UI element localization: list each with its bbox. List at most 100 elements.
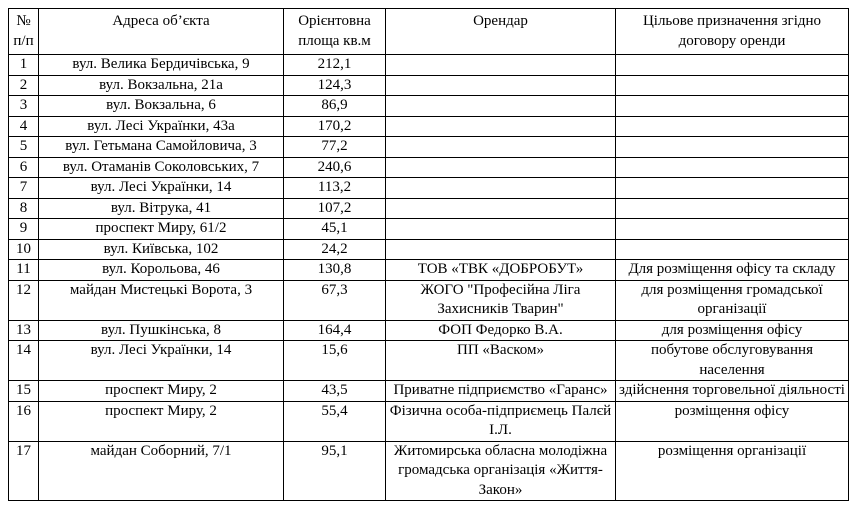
cell-purpose — [615, 238, 849, 260]
cell-purpose — [615, 115, 849, 137]
cell-area: 212,1 — [283, 54, 386, 76]
cell-purpose: для розміщення громадської організації — [615, 279, 849, 321]
cell-purpose — [615, 177, 849, 199]
table-row: 9 проспект Миру, 61/2 45,1 — [8, 218, 849, 240]
table-row: 13 вул. Пушкінська, 8 164,4 ФОП Федорко … — [8, 319, 849, 341]
cell-address: вул. Отаманів Соколовських, 7 — [38, 156, 284, 178]
cell-num: 1 — [8, 54, 39, 76]
cell-area: 164,4 — [283, 319, 386, 341]
cell-purpose — [615, 136, 849, 158]
col-header-tenant: Орендар — [385, 8, 616, 55]
table-row: 3 вул. Вокзальна, 6 86,9 — [8, 95, 849, 117]
cell-area: 86,9 — [283, 95, 386, 117]
table-row: 1 вул. Велика Бердичівська, 9 212,1 — [8, 54, 849, 76]
cell-address: вул. Лесі Українки, 14 — [38, 177, 284, 199]
cell-tenant — [385, 74, 616, 96]
cell-area: 43,5 — [283, 380, 386, 402]
cell-tenant: ТОВ «ТВК «ДОБРОБУТ» — [385, 259, 616, 281]
cell-area: 67,3 — [283, 279, 386, 321]
table-row: 14 вул. Лесі Українки, 14 15,6 ПП «Васко… — [8, 340, 849, 381]
cell-num: 15 — [8, 380, 39, 402]
cell-purpose — [615, 54, 849, 76]
cell-num: 7 — [8, 177, 39, 199]
table-row: 17 майдан Соборний, 7/1 95,1 Житомирська… — [8, 440, 849, 501]
table-row: 2 вул. Вокзальна, 21а 124,3 — [8, 74, 849, 96]
cell-address: вул. Велика Бердичівська, 9 — [38, 54, 284, 76]
cell-tenant — [385, 177, 616, 199]
cell-address: вул. Гетьмана Самойловича, 3 — [38, 136, 284, 158]
cell-area: 95,1 — [283, 440, 386, 501]
cell-purpose — [615, 197, 849, 219]
cell-tenant — [385, 115, 616, 137]
cell-tenant: Фізична особа-підприємець Палєй І.Л. — [385, 400, 616, 442]
table-header: № п/п Адреса об’єкта Орієнтовна площа кв… — [8, 8, 849, 55]
cell-num: 13 — [8, 319, 39, 341]
cell-num: 14 — [8, 340, 39, 381]
cell-num: 10 — [8, 238, 39, 260]
cell-purpose — [615, 218, 849, 240]
cell-address: майдан Мистецькі Ворота, 3 — [38, 279, 284, 321]
cell-tenant — [385, 218, 616, 240]
cell-address: вул. Вокзальна, 21а — [38, 74, 284, 96]
cell-area: 77,2 — [283, 136, 386, 158]
cell-area: 170,2 — [283, 115, 386, 137]
cell-address: вул. Вокзальна, 6 — [38, 95, 284, 117]
cell-tenant — [385, 156, 616, 178]
table-row: 11 вул. Корольова, 46 130,8 ТОВ «ТВК «ДО… — [8, 259, 849, 281]
cell-area: 107,2 — [283, 197, 386, 219]
table-row: 10 вул. Київська, 102 24,2 — [8, 238, 849, 260]
col-header-purpose: Цільове призначення згідно договору орен… — [615, 8, 849, 55]
cell-area: 113,2 — [283, 177, 386, 199]
cell-tenant: ФОП Федорко В.А. — [385, 319, 616, 341]
cell-address: вул. Корольова, 46 — [38, 259, 284, 281]
cell-tenant: ПП «Васком» — [385, 340, 616, 381]
cell-purpose: розміщення офісу — [615, 400, 849, 442]
cell-purpose — [615, 156, 849, 178]
cell-area: 55,4 — [283, 400, 386, 442]
cell-num: 17 — [8, 440, 39, 501]
cell-num: 9 — [8, 218, 39, 240]
cell-tenant — [385, 136, 616, 158]
table-row: 8 вул. Вітрука, 41 107,2 — [8, 197, 849, 219]
col-header-number: № п/п — [8, 8, 39, 55]
lease-register-table: № п/п Адреса об’єкта Орієнтовна площа кв… — [8, 8, 849, 501]
cell-tenant — [385, 197, 616, 219]
cell-purpose: Для розміщення офісу та складу — [615, 259, 849, 281]
table-row: 6 вул. Отаманів Соколовських, 7 240,6 — [8, 156, 849, 178]
cell-area: 240,6 — [283, 156, 386, 178]
cell-area: 15,6 — [283, 340, 386, 381]
table-row: 5 вул. Гетьмана Самойловича, 3 77,2 — [8, 136, 849, 158]
table-row: 16 проспект Миру, 2 55,4 Фізична особа-п… — [8, 400, 849, 442]
cell-num: 3 — [8, 95, 39, 117]
cell-num: 2 — [8, 74, 39, 96]
cell-address: вул. Лесі Українки, 43а — [38, 115, 284, 137]
cell-purpose: для розміщення офісу — [615, 319, 849, 341]
cell-address: проспект Миру, 61/2 — [38, 218, 284, 240]
cell-area: 124,3 — [283, 74, 386, 96]
table-row: 15 проспект Миру, 2 43,5 Приватне підпри… — [8, 380, 849, 402]
cell-num: 11 — [8, 259, 39, 281]
cell-address: вул. Київська, 102 — [38, 238, 284, 260]
cell-purpose: побутове обслуговування населення — [615, 340, 849, 381]
header-row: № п/п Адреса об’єкта Орієнтовна площа кв… — [8, 8, 849, 55]
cell-address: майдан Соборний, 7/1 — [38, 440, 284, 501]
cell-tenant — [385, 54, 616, 76]
table-row: 7 вул. Лесі Українки, 14 113,2 — [8, 177, 849, 199]
cell-area: 130,8 — [283, 259, 386, 281]
cell-tenant: Житомирська обласна молодіжна громадська… — [385, 440, 616, 501]
cell-purpose — [615, 95, 849, 117]
cell-tenant — [385, 238, 616, 260]
cell-num: 12 — [8, 279, 39, 321]
cell-address: проспект Миру, 2 — [38, 380, 284, 402]
cell-num: 8 — [8, 197, 39, 219]
cell-address: проспект Миру, 2 — [38, 400, 284, 442]
cell-num: 4 — [8, 115, 39, 137]
cell-area: 45,1 — [283, 218, 386, 240]
col-header-address: Адреса об’єкта — [38, 8, 284, 55]
cell-address: вул. Вітрука, 41 — [38, 197, 284, 219]
cell-address: вул. Лесі Українки, 14 — [38, 340, 284, 381]
cell-num: 6 — [8, 156, 39, 178]
cell-tenant: ЖОГО "Професійна Ліга Захисників Тварин" — [385, 279, 616, 321]
col-header-area: Орієнтовна площа кв.м — [283, 8, 386, 55]
